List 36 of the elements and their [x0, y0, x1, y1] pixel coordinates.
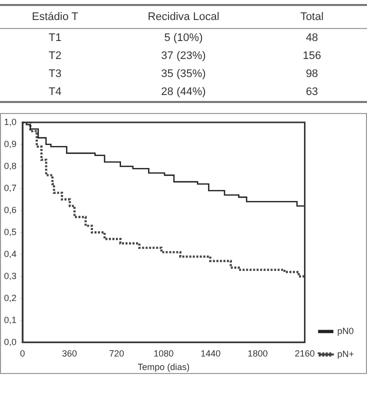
text: 156 — [302, 50, 322, 62]
text: 35 (35%) — [160, 68, 207, 80]
text: 37 (23%) — [160, 50, 207, 62]
y-tick-label: 0,9 — [4, 138, 17, 149]
y-tick-label: 1,0 — [4, 116, 17, 127]
x-tick-label: 2160 — [294, 348, 315, 358]
text: 48 — [304, 32, 320, 44]
y-tick-label: 0,0 — [4, 336, 17, 347]
x-tick-label: 720 — [109, 348, 124, 358]
y-tick-label: 0,5 — [4, 226, 17, 237]
y-tick-label: 0,7 — [4, 182, 17, 193]
y-tick-label: 0,3 — [4, 270, 17, 281]
legend-label: pN+ — [337, 348, 354, 359]
text: 98 — [304, 68, 320, 80]
text: Estádio T — [30, 11, 80, 23]
text: 5 (10%) — [163, 32, 204, 44]
text: Recidiva Local — [146, 11, 220, 23]
text: T3 — [48, 68, 62, 80]
x-tick-label: 1080 — [154, 348, 174, 358]
text: 28 (44%) — [160, 86, 207, 98]
y-tick-label: 0,8 — [4, 160, 17, 171]
y-tick-label: 0,6 — [4, 204, 17, 215]
x-axis-title: Tempo (dias) — [138, 362, 190, 372]
x-tick-label: 1440 — [200, 348, 221, 358]
text: T1 — [48, 32, 62, 44]
x-tick-label: 1800 — [248, 348, 268, 358]
x-tick-label: 360 — [62, 348, 78, 358]
y-tick-label: 0,1 — [4, 314, 17, 325]
y-tick-label: 0,2 — [4, 292, 17, 303]
y-tick-label: 0,4 — [4, 248, 17, 259]
legend-label: pN0 — [337, 326, 354, 336]
text: T4 — [48, 86, 62, 98]
text: Total — [299, 11, 325, 23]
x-tick-label: 0 — [20, 348, 26, 358]
text: T2 — [48, 50, 62, 62]
text: 63 — [304, 86, 320, 98]
